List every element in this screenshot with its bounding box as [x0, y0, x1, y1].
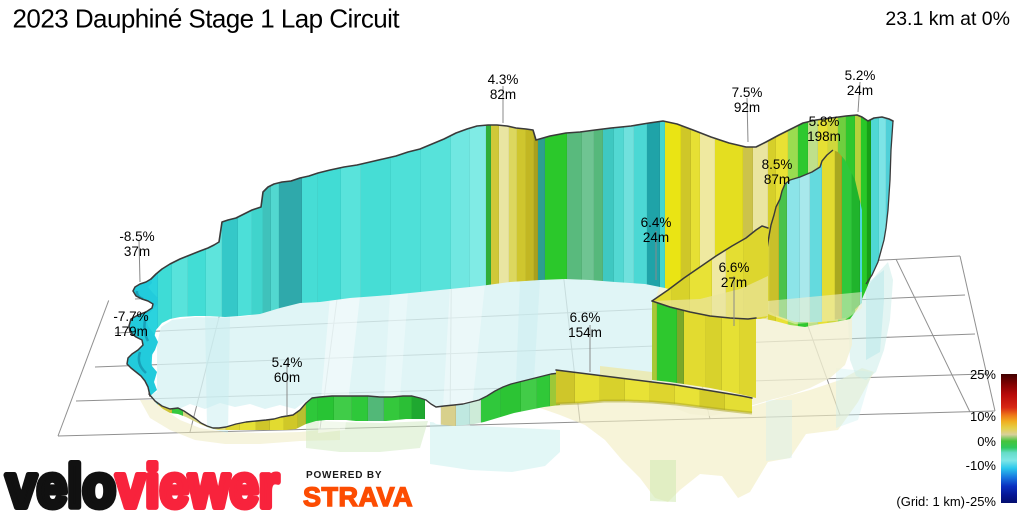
svg-text:154m: 154m: [568, 325, 602, 340]
svg-text:24m: 24m: [847, 83, 873, 98]
svg-text:87m: 87m: [764, 172, 790, 187]
svg-text:viewer: viewer: [116, 453, 279, 512]
svg-text:82m: 82m: [490, 87, 516, 102]
svg-text:10%: 10%: [970, 409, 996, 424]
svg-text:198m: 198m: [807, 129, 841, 144]
svg-text:60m: 60m: [274, 370, 300, 385]
svg-text:37m: 37m: [124, 244, 150, 259]
svg-text:-10%: -10%: [966, 458, 997, 473]
svg-text:(Grid: 1 km): (Grid: 1 km): [896, 494, 965, 509]
svg-text:STRAVA: STRAVA: [303, 482, 413, 512]
svg-text:7.5%: 7.5%: [732, 85, 763, 100]
svg-text:6.4%: 6.4%: [641, 215, 672, 230]
svg-text:-25%: -25%: [966, 494, 997, 509]
svg-text:27m: 27m: [721, 275, 747, 290]
svg-text:179m: 179m: [114, 324, 148, 339]
svg-text:2023 Dauphiné Stage 1 Lap Circ: 2023 Dauphiné Stage 1 Lap Circuit: [13, 4, 401, 34]
svg-text:-7.7%: -7.7%: [113, 309, 148, 324]
svg-text:25%: 25%: [970, 367, 996, 382]
svg-text:6.6%: 6.6%: [719, 260, 750, 275]
svg-text:velo: velo: [6, 453, 116, 512]
svg-text:92m: 92m: [734, 100, 760, 115]
svg-text:POWERED BY: POWERED BY: [306, 470, 382, 481]
svg-text:6.6%: 6.6%: [570, 310, 601, 325]
svg-text:23.1 km at 0%: 23.1 km at 0%: [885, 8, 1010, 30]
svg-text:-8.5%: -8.5%: [119, 229, 154, 244]
svg-text:5.4%: 5.4%: [272, 355, 303, 370]
svg-text:5.2%: 5.2%: [845, 68, 876, 83]
svg-text:4.3%: 4.3%: [488, 72, 519, 87]
svg-text:8.5%: 8.5%: [762, 157, 793, 172]
svg-text:0%: 0%: [977, 434, 996, 449]
svg-text:5.8%: 5.8%: [809, 114, 840, 129]
svg-text:24m: 24m: [643, 230, 669, 245]
